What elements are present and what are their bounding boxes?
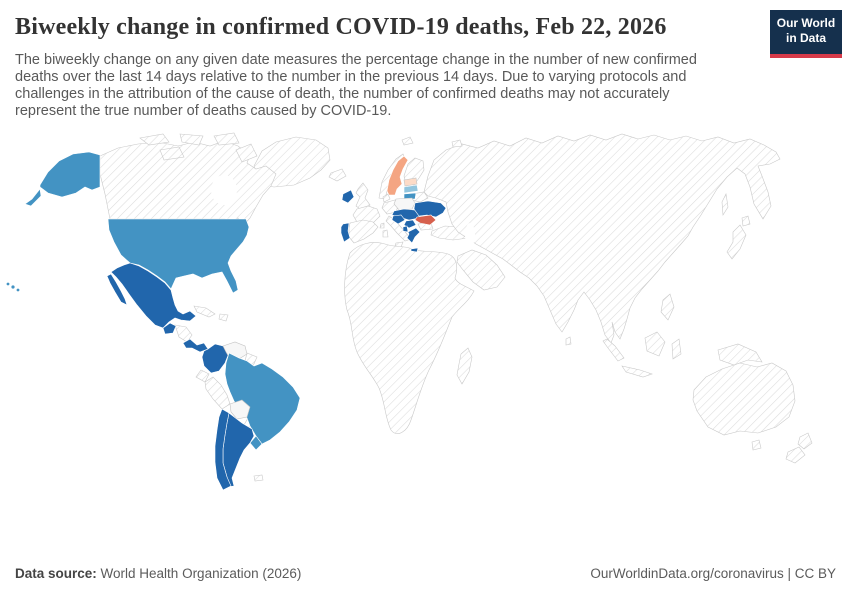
country-brazil[interactable]	[224, 352, 301, 445]
country-bolivia[interactable]	[229, 399, 251, 420]
country-albania[interactable]	[402, 225, 409, 233]
country-estonia[interactable]	[403, 177, 418, 187]
country-mexico[interactable]	[106, 262, 197, 329]
region-new-zealand-nodata[interactable]	[785, 432, 813, 464]
country-romania[interactable]	[414, 214, 437, 226]
country-united-states-hawaii[interactable]	[6, 282, 20, 292]
data-source-label: Data source:	[15, 566, 97, 581]
region-sakhalin-nodata	[721, 193, 729, 216]
country-sweden[interactable]	[386, 155, 409, 196]
owid-logo-line2: in Data	[785, 31, 826, 45]
region-japan-nodata[interactable]	[726, 215, 751, 260]
colored-countries	[6, 151, 447, 491]
region-australia-nodata[interactable]	[692, 362, 796, 436]
page-title: Biweekly change in confirmed COVID-19 de…	[15, 14, 667, 40]
no-data-regions	[99, 132, 813, 482]
country-united-states-alaska[interactable]	[24, 151, 101, 207]
footer-attribution[interactable]: OurWorldinData.org/coronavirus | CC BY	[590, 566, 836, 581]
region-africa-nodata[interactable]	[344, 242, 475, 434]
country-ireland[interactable]	[341, 189, 355, 204]
country-ukraine[interactable]	[413, 200, 447, 218]
map-legend: No data -100% -50% -25% -10% 0% 10% 25% …	[0, 500, 850, 556]
region-arabia-nodata[interactable]	[456, 249, 506, 291]
region-iceland-nodata[interactable]	[328, 168, 347, 182]
country-uruguay[interactable]	[249, 435, 263, 451]
page-subtitle: The biweekly change on any given date me…	[15, 52, 697, 120]
region-new-guinea-nodata[interactable]	[717, 343, 763, 366]
region-arctic-islands-nodata	[139, 132, 258, 163]
country-guatemala[interactable]	[162, 322, 177, 335]
region-ecuador-nodata[interactable]	[195, 369, 210, 383]
region-svalbard-nodata	[401, 136, 463, 148]
owid-logo-line1: Our World	[776, 16, 836, 30]
region-hispaniola-nodata[interactable]	[218, 313, 229, 322]
data-source-value: World Health Organization (2026)	[96, 566, 302, 581]
region-indonesia-nodata[interactable]	[602, 293, 682, 378]
country-greece[interactable]	[406, 227, 421, 253]
owid-logo[interactable]: Our World in Data	[770, 10, 842, 58]
country-costa-rica-panama[interactable]	[182, 338, 209, 353]
country-lithuania[interactable]	[403, 192, 417, 200]
region-asia-nodata[interactable]	[423, 133, 781, 344]
country-united-states[interactable]	[107, 218, 250, 294]
country-poland[interactable]	[393, 197, 416, 211]
region-spain-nodata[interactable]	[348, 219, 379, 244]
country-croatia[interactable]	[391, 214, 406, 225]
country-portugal[interactable]	[340, 222, 351, 243]
region-falklands-nodata	[253, 474, 264, 482]
country-latvia[interactable]	[403, 184, 419, 194]
region-tasmania-nodata	[751, 439, 762, 451]
caspian-sea	[465, 223, 475, 247]
hudson-bay	[211, 175, 237, 205]
region-srilanka-nodata	[565, 336, 572, 346]
world-choropleth-map[interactable]	[0, 132, 850, 504]
region-cuba-nodata[interactable]	[193, 305, 216, 318]
region-peru-nodata[interactable]	[204, 376, 231, 410]
country-chile[interactable]	[214, 408, 232, 491]
country-colombia[interactable]	[201, 343, 230, 374]
region-madagascar-nodata[interactable]	[456, 347, 473, 385]
region-denmark-nodata	[382, 193, 391, 203]
data-source: Data source: World Health Organization (…	[15, 566, 301, 581]
region-honduras-nicaragua-nodata[interactable]	[174, 324, 193, 343]
